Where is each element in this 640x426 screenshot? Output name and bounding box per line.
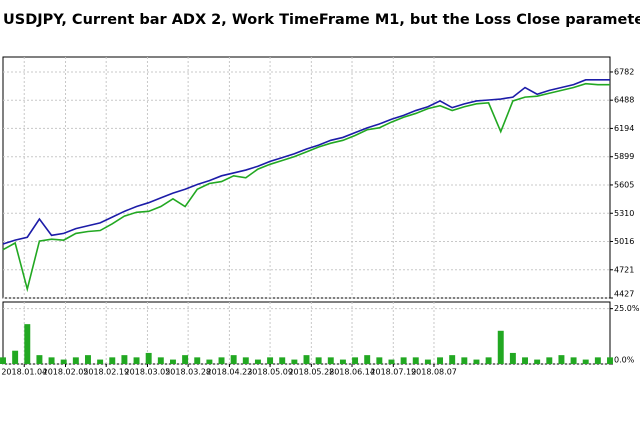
bar bbox=[254, 359, 261, 364]
bar bbox=[388, 359, 395, 364]
bar bbox=[582, 359, 589, 364]
bar bbox=[315, 357, 322, 364]
bar bbox=[534, 359, 541, 364]
x-tick-label: 2018.03.05 bbox=[125, 368, 171, 377]
bar bbox=[72, 357, 79, 364]
x-tick-label: 2018.05.28 bbox=[288, 368, 334, 377]
chart-title: USDJPY, Current bar ADX 2, Work TimeFram… bbox=[3, 12, 640, 28]
bar bbox=[60, 359, 67, 364]
bar bbox=[169, 359, 176, 364]
bar bbox=[352, 357, 359, 364]
bar bbox=[97, 359, 104, 364]
bar bbox=[339, 359, 346, 364]
bar bbox=[85, 355, 91, 364]
bar bbox=[218, 357, 225, 364]
x-tick-label: 2018.05.09 bbox=[247, 368, 293, 377]
bar bbox=[303, 355, 310, 364]
bar bbox=[12, 350, 19, 364]
x-tick-label: 2018.07.19 bbox=[370, 368, 416, 377]
x-tick-label: 2018.02.05 bbox=[43, 368, 89, 377]
y-tick-label: 6488 bbox=[614, 96, 634, 105]
bar bbox=[412, 357, 419, 364]
y-tick-label: 5605 bbox=[614, 180, 634, 189]
x-tick-label: 2018.01.04 bbox=[1, 368, 47, 377]
bar bbox=[437, 357, 444, 364]
x-tick-label: 2018.06.14 bbox=[329, 368, 375, 377]
bar bbox=[364, 355, 371, 364]
y-tick-label: 6782 bbox=[614, 67, 634, 76]
bar bbox=[109, 357, 116, 364]
bar bbox=[230, 355, 237, 364]
bar bbox=[24, 324, 31, 364]
bar bbox=[473, 359, 480, 364]
bar bbox=[145, 352, 152, 364]
bar bbox=[485, 357, 492, 364]
bar bbox=[607, 357, 613, 364]
bar bbox=[279, 357, 286, 364]
bar bbox=[133, 357, 140, 364]
panel-frame bbox=[2, 301, 611, 365]
series-line bbox=[2, 82, 610, 293]
bar bbox=[376, 357, 383, 364]
bar bbox=[449, 355, 456, 364]
y-tick-label: 5899 bbox=[614, 152, 634, 161]
y-tick-label: 4427 bbox=[614, 290, 634, 299]
y-tick-label: 6194 bbox=[614, 124, 634, 133]
bar bbox=[182, 355, 189, 364]
bar bbox=[570, 357, 577, 364]
y-tick-label: 5310 bbox=[614, 209, 634, 218]
x-tick-label: 2018.08.07 bbox=[411, 368, 457, 377]
bar bbox=[267, 357, 274, 364]
bar bbox=[461, 357, 468, 364]
bar bbox=[194, 357, 201, 364]
x-tick-label: 2018.03.28 bbox=[165, 368, 211, 377]
x-tick-label: 2018.04.23 bbox=[207, 368, 253, 377]
bar bbox=[327, 357, 334, 364]
bar bbox=[509, 352, 516, 364]
bar bbox=[522, 357, 528, 364]
bar bbox=[48, 357, 55, 364]
y-tick-label: 0.0% bbox=[614, 356, 635, 365]
y-tick-label: 25.0% bbox=[614, 304, 640, 313]
bar bbox=[206, 359, 213, 364]
x-tick-label: 2018.02.19 bbox=[83, 368, 129, 377]
bar bbox=[157, 357, 164, 364]
series-line bbox=[2, 79, 610, 245]
bar bbox=[594, 357, 601, 364]
bar bbox=[400, 357, 407, 364]
bar bbox=[497, 330, 504, 364]
y-tick-label: 4721 bbox=[614, 265, 634, 274]
y-tick-label: 5016 bbox=[614, 237, 634, 246]
bar bbox=[36, 355, 43, 364]
bar bbox=[558, 355, 565, 364]
bar bbox=[291, 359, 298, 364]
bar bbox=[242, 357, 249, 364]
bar bbox=[546, 357, 553, 364]
bar bbox=[424, 359, 431, 364]
bar bbox=[121, 355, 128, 364]
bar bbox=[0, 357, 6, 364]
